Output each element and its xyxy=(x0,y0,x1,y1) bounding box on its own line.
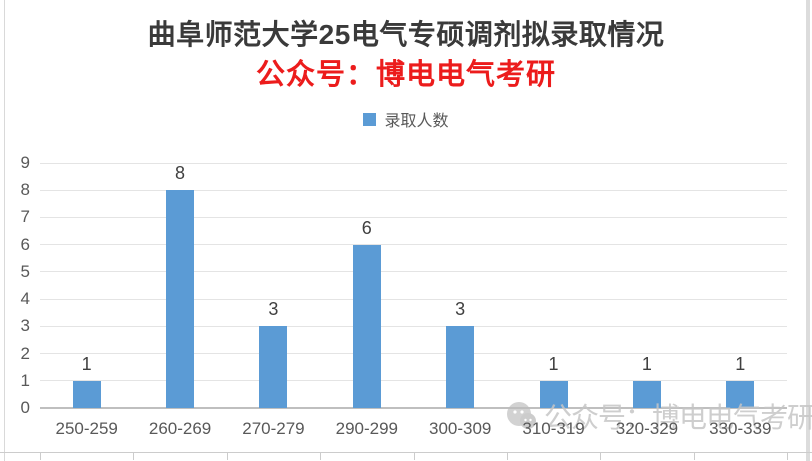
plot-area xyxy=(40,162,787,409)
bar-value-label: 3 xyxy=(268,299,279,320)
y-axis-tick-label: 9 xyxy=(20,153,30,172)
watermark-text: 公众号：博电电气考研 xyxy=(544,402,812,433)
bottom-tick-mark xyxy=(133,452,135,460)
x-axis-tick-label: 330-339 xyxy=(709,419,772,438)
gridline xyxy=(40,271,787,273)
bar-value-label: 8 xyxy=(175,163,186,184)
y-axis-tick-label: 7 xyxy=(20,207,30,227)
x-axis-tick-label: 300-309 xyxy=(428,419,492,438)
bar-value-label: 6 xyxy=(361,217,372,238)
bar-value-label: 3 xyxy=(455,299,466,320)
bar xyxy=(352,244,381,408)
bottom-border-line xyxy=(0,452,812,453)
legend: 录取人数 xyxy=(0,109,812,130)
chart-title: 曲阜师范大学25电气专硕调剂拟录取情况 xyxy=(147,19,665,50)
x-axis-tick-label: 270-279 xyxy=(242,419,305,438)
left-border-line xyxy=(4,0,5,461)
y-axis-tick-label: 5 xyxy=(20,261,30,281)
right-border-line xyxy=(806,0,810,461)
x-axis-tick-label: 260-269 xyxy=(148,419,212,438)
x-axis-tick-label: 290-299 xyxy=(335,419,398,438)
bottom-tick-mark xyxy=(506,452,508,460)
bar-value-label: 1 xyxy=(548,353,559,374)
y-axis-tick-label: 1 xyxy=(20,370,30,390)
bottom-tick-mark xyxy=(787,452,788,460)
y-axis-tick-label: 6 xyxy=(20,234,30,254)
bottom-tick-mark xyxy=(226,452,228,460)
bottom-tick-mark xyxy=(693,452,695,460)
gridline xyxy=(40,244,787,246)
bar-value-label: 1 xyxy=(641,353,652,374)
x-axis-tick-label: 310-319 xyxy=(522,419,585,438)
y-axis-tick-label: 2 xyxy=(20,343,30,363)
y-axis-tick-label: 3 xyxy=(20,316,30,336)
legend-swatch-icon xyxy=(363,112,377,126)
bottom-tick-mark xyxy=(413,452,415,460)
bar xyxy=(726,380,755,408)
bar-value-label: 1 xyxy=(81,353,92,374)
bar-value-label: 1 xyxy=(735,353,746,374)
x-axis-tick-label: 320-329 xyxy=(615,419,679,438)
gridline xyxy=(40,353,787,355)
legend-label: 录取人数 xyxy=(384,113,449,130)
bottom-tick-mark xyxy=(600,452,602,460)
bar xyxy=(539,380,568,408)
bar xyxy=(632,380,661,408)
bar xyxy=(72,380,101,408)
y-axis-tick-label: 4 xyxy=(20,289,30,309)
wechat-icon xyxy=(507,402,536,429)
x-axis-tick-label: 250-259 xyxy=(55,419,118,438)
y-axis-tick-label: 0 xyxy=(20,398,30,417)
bar xyxy=(166,190,195,408)
gridline xyxy=(40,380,787,382)
chart-subtitle: 公众号：博电电气考研 xyxy=(255,59,556,91)
bottom-tick-mark xyxy=(320,452,322,460)
x-axis-line xyxy=(40,407,787,409)
bar xyxy=(446,326,475,408)
bottom-tick-mark xyxy=(40,452,41,460)
watermark: 公众号：博电电气考研 xyxy=(504,396,812,436)
bar xyxy=(259,326,288,408)
gridline xyxy=(40,162,787,164)
y-axis-tick-label: 8 xyxy=(20,180,30,200)
gridline xyxy=(40,325,787,327)
gridline xyxy=(40,189,787,191)
gridline xyxy=(40,298,787,300)
gridline xyxy=(40,216,787,218)
